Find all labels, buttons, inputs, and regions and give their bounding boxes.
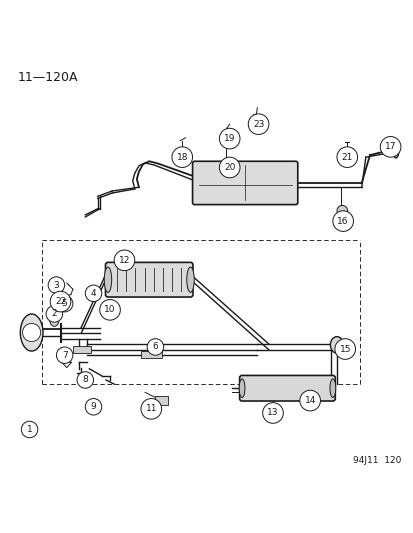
Circle shape <box>299 390 320 411</box>
Circle shape <box>46 306 62 322</box>
Circle shape <box>85 399 102 415</box>
Circle shape <box>171 147 192 167</box>
Text: 12: 12 <box>119 256 130 265</box>
Circle shape <box>336 147 357 167</box>
Circle shape <box>219 128 240 149</box>
Ellipse shape <box>392 142 398 158</box>
Text: 11—120A: 11—120A <box>17 70 78 84</box>
Text: 9: 9 <box>90 402 96 411</box>
Ellipse shape <box>50 314 59 326</box>
Ellipse shape <box>106 310 114 319</box>
Ellipse shape <box>20 314 43 351</box>
Bar <box>340 148 352 156</box>
Text: 18: 18 <box>176 152 188 161</box>
Ellipse shape <box>239 379 244 398</box>
Circle shape <box>22 324 40 342</box>
Circle shape <box>334 338 355 359</box>
Circle shape <box>21 421 38 438</box>
Circle shape <box>248 114 268 134</box>
FancyBboxPatch shape <box>239 375 335 401</box>
Circle shape <box>50 291 71 312</box>
Text: 10: 10 <box>104 305 116 314</box>
Circle shape <box>262 402 282 423</box>
Bar <box>141 351 161 358</box>
Text: 3: 3 <box>53 280 59 289</box>
Circle shape <box>336 205 347 216</box>
Ellipse shape <box>186 267 194 292</box>
Circle shape <box>100 300 120 320</box>
Text: 13: 13 <box>267 408 278 417</box>
Ellipse shape <box>329 379 335 398</box>
FancyBboxPatch shape <box>192 161 297 205</box>
Circle shape <box>77 372 93 388</box>
Text: 20: 20 <box>223 163 235 172</box>
Bar <box>73 346 91 353</box>
Text: 23: 23 <box>252 119 263 128</box>
Text: 1: 1 <box>26 425 32 434</box>
Text: 11: 11 <box>145 405 157 414</box>
Text: 19: 19 <box>223 134 235 143</box>
Circle shape <box>114 250 135 271</box>
Bar <box>253 114 260 119</box>
Bar <box>155 395 167 405</box>
Text: 22: 22 <box>55 297 66 306</box>
Text: 4: 4 <box>90 289 96 298</box>
Text: 6: 6 <box>152 343 158 351</box>
Circle shape <box>147 338 163 355</box>
Text: 14: 14 <box>304 396 315 405</box>
FancyBboxPatch shape <box>105 262 192 297</box>
Circle shape <box>56 347 73 364</box>
Text: 21: 21 <box>341 152 352 161</box>
Circle shape <box>222 158 230 167</box>
Circle shape <box>56 295 73 312</box>
Text: 16: 16 <box>337 216 348 225</box>
Text: 2: 2 <box>51 310 57 318</box>
Text: 94J11  120: 94J11 120 <box>352 456 400 465</box>
Text: 8: 8 <box>82 375 88 384</box>
Text: 15: 15 <box>339 344 350 353</box>
Circle shape <box>332 211 353 231</box>
Circle shape <box>48 277 64 293</box>
Circle shape <box>91 289 98 296</box>
Circle shape <box>380 136 400 157</box>
Text: 7: 7 <box>62 351 67 360</box>
Text: 5: 5 <box>62 299 67 308</box>
Ellipse shape <box>104 267 112 292</box>
Circle shape <box>219 157 240 178</box>
Circle shape <box>141 399 161 419</box>
Text: 17: 17 <box>384 142 395 151</box>
Circle shape <box>85 285 102 302</box>
Ellipse shape <box>330 337 343 353</box>
